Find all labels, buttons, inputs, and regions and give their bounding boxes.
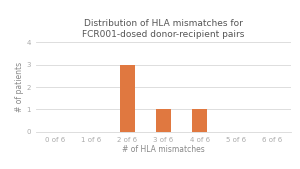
Y-axis label: # of patients: # of patients — [15, 62, 24, 112]
Title: Distribution of HLA mismatches for
FCR001-dosed donor-recipient pairs: Distribution of HLA mismatches for FCR00… — [82, 19, 245, 39]
Bar — [156, 110, 171, 132]
Bar — [120, 65, 134, 132]
Bar — [193, 110, 207, 132]
X-axis label: # of HLA mismatches: # of HLA mismatches — [122, 146, 205, 154]
